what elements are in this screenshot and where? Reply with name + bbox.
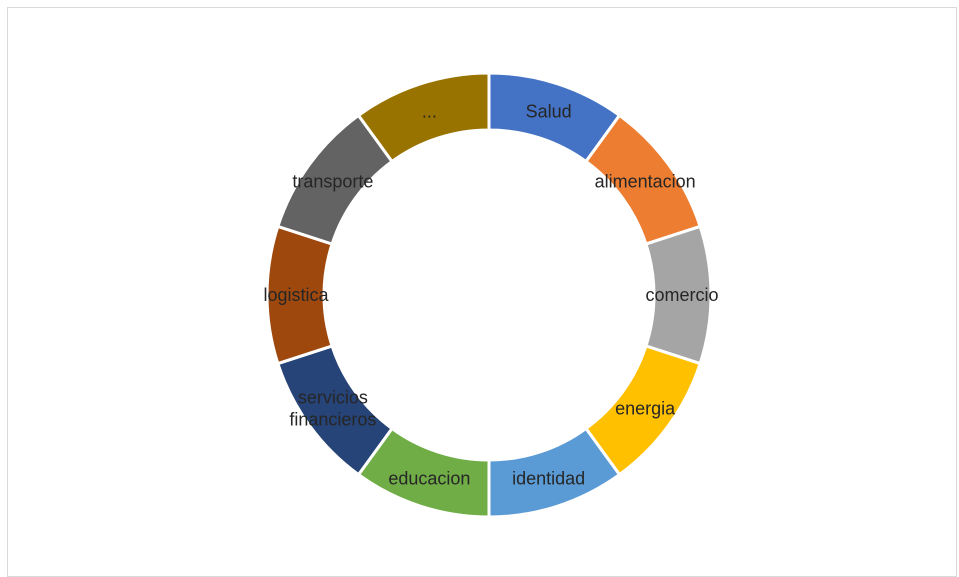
label-transporte: transporte: [292, 172, 373, 192]
label-identidad: identidad: [512, 469, 585, 489]
label-alimentacion: alimentacion: [595, 172, 696, 192]
slice-labels: Salud alimentacion comercio energia identida…: [263, 101, 718, 488]
label-servicios-financieros: servicios financieros: [289, 387, 376, 429]
label-logistica: logistica: [263, 285, 329, 305]
label-comercio: comercio: [645, 285, 718, 305]
label-more: ...: [422, 101, 437, 121]
label-salud: Salud: [526, 101, 572, 121]
label-educacion: educacion: [388, 469, 470, 489]
label-energia: energia: [615, 398, 676, 418]
slice-more: [356, 71, 491, 164]
slices: [265, 71, 713, 519]
